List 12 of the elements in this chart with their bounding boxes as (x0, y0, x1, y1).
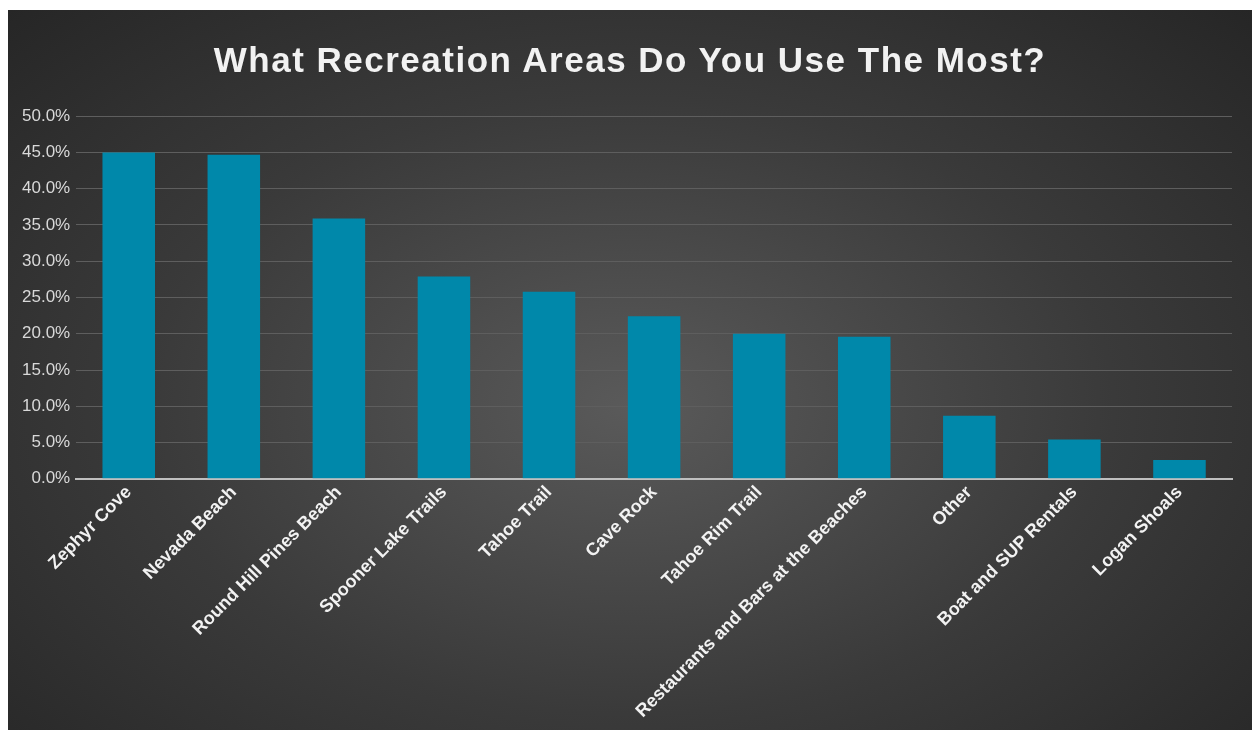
y-tick-label: 10.0% (22, 395, 71, 415)
chart-title: What Recreation Areas Do You Use The Most? (212, 40, 1048, 80)
y-tick-label: 30.0% (22, 250, 71, 270)
y-tick-label: 15.0% (22, 359, 71, 379)
y-tick-label: 35.0% (22, 214, 71, 234)
y-tick-label: 0.0% (31, 468, 71, 488)
y-tick-label: 40.0% (22, 178, 71, 198)
y-tick-label: 25.0% (22, 287, 71, 307)
y-tick-label: 45.0% (22, 142, 71, 162)
y-tick-label: 50.0% (22, 105, 71, 125)
y-tick-label: 5.0% (31, 432, 71, 452)
y-tick-label: 20.0% (22, 323, 71, 343)
